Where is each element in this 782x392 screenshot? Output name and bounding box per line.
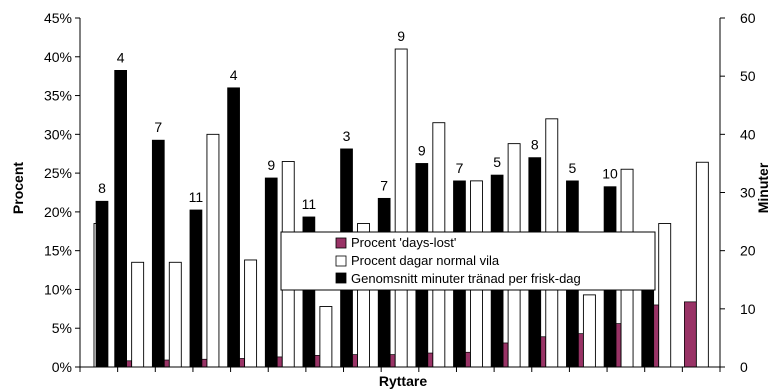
bar-minuter — [264, 177, 278, 368]
bar-normal-vila — [244, 259, 258, 368]
bar-label-minuter: 8 — [98, 180, 106, 196]
bar-minuter — [189, 209, 203, 368]
y-axis-title: Procent — [10, 162, 26, 214]
bar-label-minuter: 10 — [602, 166, 618, 182]
y2-tick-label: 50 — [740, 68, 756, 84]
y-tick-label: 10% — [44, 281, 72, 297]
bar-label-minuter: 4 — [117, 49, 125, 65]
bar-normal-vila — [319, 306, 333, 368]
bar-label-minuter: 8 — [531, 137, 539, 153]
bar-label-minuter: 4 — [230, 67, 238, 83]
legend-label-days-lost: Procent 'days-lost' — [351, 235, 456, 250]
y2-tick-label: 30 — [740, 185, 756, 201]
bar-normal-vila — [394, 48, 408, 368]
x-axis-title: Ryttare — [379, 373, 427, 389]
legend-swatch-normal-vila — [335, 255, 347, 267]
bar-normal-vila — [658, 223, 672, 368]
bar-label-minuter: 3 — [343, 128, 351, 144]
bar-label-minuter: 7 — [154, 119, 162, 135]
y-tick-label: 35% — [44, 88, 72, 104]
y-tick-label: 25% — [44, 165, 72, 181]
bar-label-minuter: 9 — [267, 157, 275, 173]
y-tick-label: 20% — [44, 204, 72, 220]
y-tick-label: 15% — [44, 243, 72, 259]
y2-axis-title: Minuter — [755, 162, 771, 213]
legend: Procent 'days-lost' Procent dagar normal… — [280, 231, 656, 291]
bar-minuter — [114, 69, 127, 368]
bar-label-extra: 9 — [397, 28, 405, 44]
bar-days-lost — [684, 301, 697, 368]
bar-normal-vila — [206, 133, 220, 368]
y2-tick-label: 40 — [740, 126, 756, 142]
axes: 0% 5% 10% 15% 20% 25% 30% 35% 40% 45% 0 10 20 30 40 50 6… — [44, 10, 756, 375]
bar-label-minuter: 11 — [302, 196, 317, 212]
bar-label-minuter: 7 — [380, 177, 388, 193]
bar-label-minuter: 5 — [569, 160, 577, 176]
legend-label-normal-vila: Procent dagar normal vila — [351, 253, 500, 268]
y-tick-label: 30% — [44, 126, 72, 142]
y-tick-label: 40% — [44, 49, 72, 65]
bar-normal-vila — [131, 261, 145, 368]
y-tick-label: 5% — [52, 320, 72, 336]
bar-label-minuter: 7 — [456, 160, 464, 176]
bar-label-minuter: 9 — [418, 142, 426, 158]
y2-tick-label: 10 — [740, 301, 756, 317]
bar-minuter — [227, 87, 240, 368]
bar-minuter — [95, 200, 109, 368]
bar-label-minuter: 11 — [189, 189, 204, 205]
y2-tick-label: 60 — [740, 10, 756, 26]
bar-normal-vila — [695, 161, 709, 368]
bar-minuter — [151, 139, 165, 368]
bar-normal-vila — [168, 261, 182, 368]
y2-tick-label: 0 — [740, 359, 748, 375]
legend-swatch-minuter — [335, 272, 347, 284]
y-tick-label: 45% — [44, 10, 72, 26]
legend-label-minuter: Genomsnitt minuter tränad per frisk-dag — [351, 271, 581, 286]
legend-swatch-days-lost — [335, 237, 347, 249]
y-tick-label: 0% — [52, 359, 72, 375]
bar-label-minuter: 5 — [493, 154, 501, 170]
y2-tick-label: 20 — [740, 243, 756, 259]
bar-normal-vila — [582, 294, 596, 368]
